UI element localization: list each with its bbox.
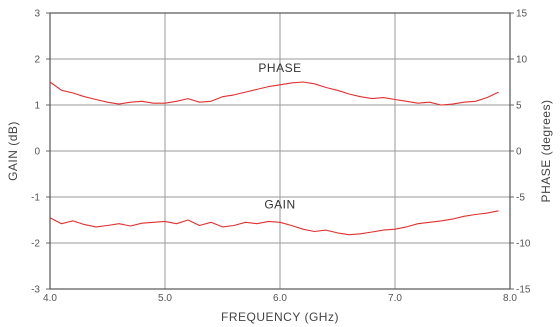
y-tick-label-left: -2 — [31, 239, 40, 250]
x-tick-label: 5.0 — [158, 293, 172, 304]
y-tick-label-left: -1 — [31, 193, 40, 204]
y-tick-label-left: -3 — [31, 285, 40, 296]
gain-series-line — [49, 210, 499, 236]
phase-annotation: PHASE — [258, 61, 301, 75]
y-tick-label-right: 10 — [516, 55, 528, 66]
x-axis-title: FREQUENCY (GHz) — [221, 310, 339, 324]
plot-area — [46, 12, 514, 290]
x-tick-label: 7.0 — [388, 293, 402, 304]
y-tick-label-right: 15 — [516, 9, 528, 20]
y-axis-title-left: GAIN (dB) — [6, 121, 20, 181]
y-tick-label-left: 1 — [34, 101, 40, 112]
y-tick-label-left: 3 — [34, 9, 40, 20]
y-tick-label-left: 0 — [34, 147, 40, 158]
x-tick-label: 4.0 — [43, 293, 57, 304]
y-tick-label-left: 2 — [34, 55, 40, 66]
y-tick-label-right: -10 — [516, 239, 531, 250]
phase-series-line — [49, 81, 499, 106]
x-tick-label: 6.0 — [273, 293, 287, 304]
gain-annotation: GAIN — [264, 198, 295, 212]
plot-frame — [49, 12, 511, 290]
x-tick-label: 8.0 — [503, 293, 517, 304]
y-tick-label-right: -15 — [516, 285, 531, 296]
y-axis-title-right: PHASE (degrees) — [539, 100, 553, 203]
y-tick-label-right: 0 — [516, 147, 522, 158]
y-tick-label-right: 5 — [516, 101, 522, 112]
y-tick-label-right: -5 — [516, 193, 525, 204]
